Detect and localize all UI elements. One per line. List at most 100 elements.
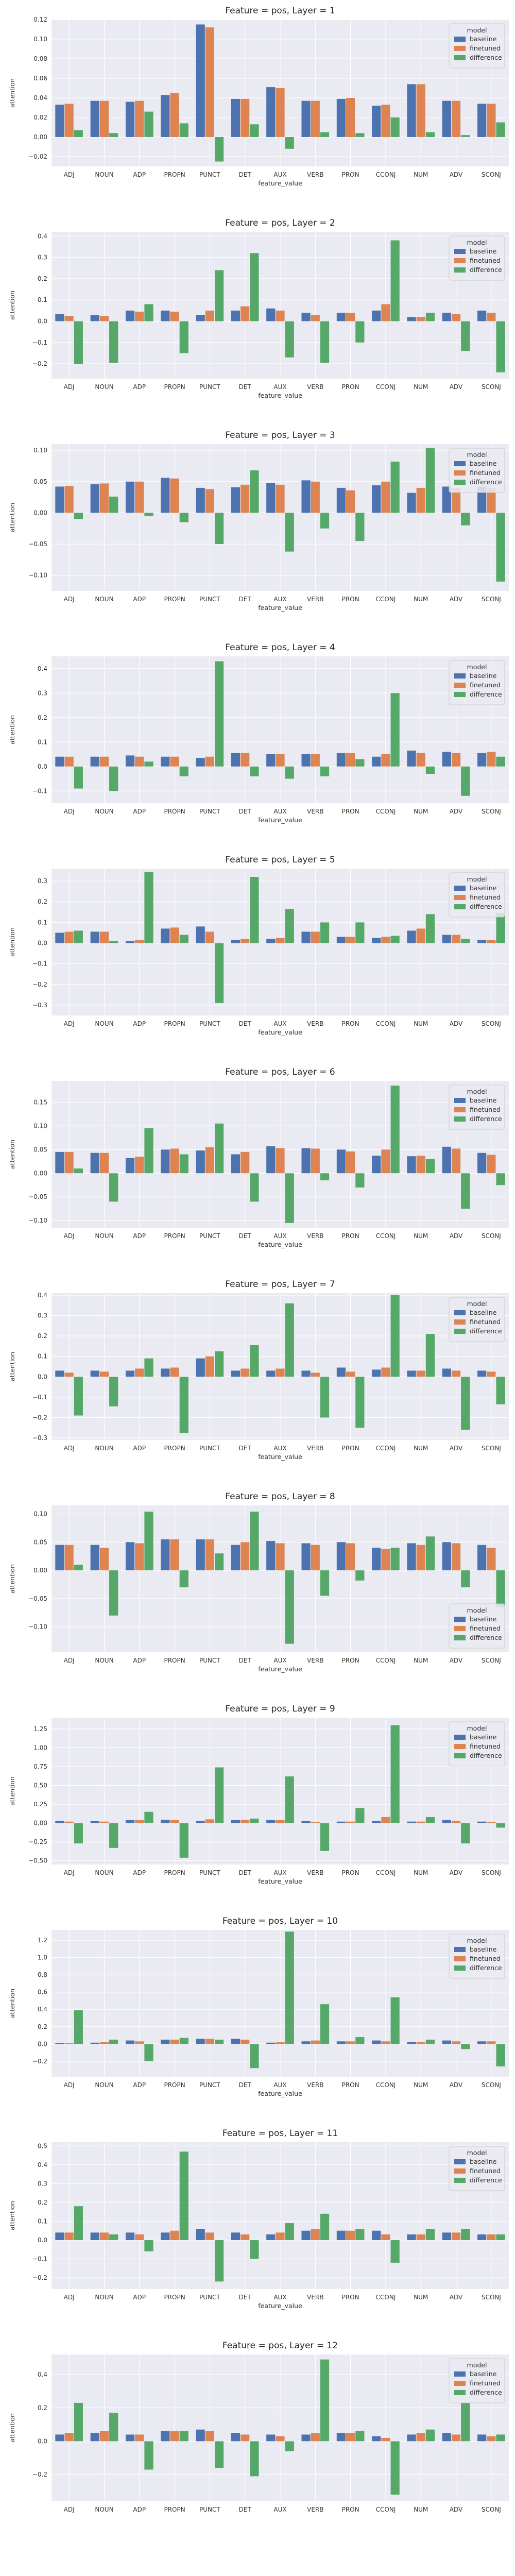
bar-difference-verb (320, 1377, 330, 1418)
bar-finetuned-adj (64, 104, 74, 137)
bar-baseline-det (231, 753, 241, 767)
bar-difference-adp (144, 872, 153, 943)
bar-baseline-num (407, 2434, 416, 2442)
bar-finetuned-sconj (487, 312, 496, 321)
bar-difference-punct (214, 2441, 224, 2468)
bar-baseline-adv (442, 312, 451, 321)
legend-swatch-difference (454, 1753, 466, 1758)
legend-entry-finetuned: finetuned (470, 1742, 501, 1750)
bar-baseline-aux (266, 2434, 276, 2442)
x-tick-label: NUM (414, 808, 428, 815)
bar-difference-cconj (390, 2441, 400, 2495)
x-axis-label: feature_value (258, 1241, 302, 1248)
bar-difference-cconj (390, 2240, 400, 2263)
x-tick-label: DET (239, 596, 252, 603)
bar-difference-adv (461, 321, 470, 351)
bar-finetuned-num (416, 1156, 425, 1174)
bar-baseline-propn (161, 2039, 170, 2044)
bar-baseline-pron (336, 312, 346, 321)
bar-baseline-verb (301, 100, 311, 137)
bar-finetuned-sconj (487, 940, 496, 943)
bar-finetuned-propn (170, 1820, 179, 1823)
bar-finetuned-det (241, 98, 250, 137)
legend-entry-difference: difference (470, 2176, 502, 2184)
bar-baseline-num (407, 2234, 416, 2240)
legend-title: model (467, 239, 487, 246)
bar-baseline-punct (196, 315, 205, 321)
legend-swatch-baseline (454, 461, 466, 466)
x-tick-label: ADP (133, 596, 146, 603)
bar-difference-verb (320, 132, 330, 137)
bar-baseline-verb (301, 1148, 311, 1174)
bar-baseline-det (231, 487, 241, 513)
x-tick-label: NUM (414, 1869, 428, 1876)
x-tick-label: ADP (133, 1232, 146, 1240)
y-tick-label: −0.1 (32, 339, 47, 346)
bar-baseline-aux (266, 1370, 276, 1377)
y-tick-label: −0.2 (32, 2274, 47, 2281)
legend-swatch-finetuned (454, 1956, 466, 1961)
x-tick-label: CCONJ (376, 1445, 396, 1452)
chart-panel-layer-10: Feature = pos, Layer = 10 −0.2 0.0 0.2 0.4 0.… (8, 1916, 509, 2097)
chart-title: Feature = pos, Layer = 4 (225, 642, 335, 653)
y-tick-label: 0.2 (38, 1332, 47, 1340)
bar-difference-adj (74, 930, 83, 943)
y-tick-label: −0.1 (32, 1394, 47, 1401)
legend-entry-finetuned: finetuned (470, 1318, 501, 1326)
x-tick-label: VERB (307, 808, 323, 815)
x-tick-label: SCONJ (482, 383, 501, 391)
bar-finetuned-pron (346, 2433, 355, 2442)
bar-difference-det (250, 1345, 259, 1377)
bar-baseline-punct (196, 1539, 205, 1571)
bar-finetuned-sconj (487, 2234, 496, 2240)
bar-baseline-sconj (477, 753, 487, 767)
bar-finetuned-pron (346, 1821, 355, 1823)
x-tick-label: NOUN (95, 171, 113, 178)
bar-baseline-propn (161, 478, 170, 513)
x-tick-label: NOUN (95, 1657, 113, 1664)
bar-finetuned-aux (276, 2042, 285, 2044)
bar-baseline-adv (442, 2433, 451, 2442)
bar-finetuned-cconj (381, 1549, 390, 1571)
x-tick-label: NOUN (95, 2294, 113, 2301)
bar-difference-aux (285, 1303, 294, 1377)
y-tick-label: 0.1 (38, 919, 47, 926)
legend-swatch-finetuned (454, 1626, 466, 1631)
x-tick-label: PUNCT (199, 1445, 220, 1452)
x-tick-label: SCONJ (482, 1869, 501, 1876)
bar-baseline-det (231, 1370, 241, 1377)
legend-title: model (467, 1937, 487, 1944)
legend-entry-difference: difference (470, 690, 502, 698)
bar-finetuned-adp (135, 100, 144, 137)
bar-baseline-adv (442, 2040, 451, 2044)
bar-difference-propn (179, 513, 188, 522)
bar-baseline-num (407, 1543, 416, 1571)
bar-finetuned-cconj (381, 1149, 390, 1174)
bar-difference-noun (109, 1823, 118, 1848)
bar-difference-aux (285, 766, 294, 779)
bar-finetuned-adj (64, 1151, 74, 1174)
bar-baseline-pron (336, 98, 346, 137)
bar-difference-cconj (390, 693, 400, 767)
bar-finetuned-adv (451, 2434, 461, 2442)
bar-baseline-verb (301, 480, 311, 513)
x-tick-label: DET (239, 1020, 252, 1027)
bar-difference-adp (144, 1128, 153, 1174)
bar-finetuned-propn (170, 2230, 179, 2240)
legend-swatch-finetuned (454, 895, 466, 900)
bar-finetuned-adv (451, 487, 461, 513)
bar-baseline-sconj (477, 1545, 487, 1571)
x-tick-label: NUM (414, 1232, 428, 1240)
bar-difference-noun (109, 2039, 118, 2044)
bar-finetuned-verb (311, 2040, 320, 2044)
legend-swatch-finetuned (454, 683, 466, 688)
bar-finetuned-verb (311, 481, 320, 513)
x-tick-label: DET (239, 808, 252, 815)
x-tick-label: SCONJ (482, 596, 501, 603)
y-tick-label: 0.0 (38, 2437, 47, 2445)
bar-baseline-punct (196, 2429, 205, 2442)
bar-baseline-adp (125, 101, 135, 137)
legend-swatch-difference (454, 267, 466, 273)
x-tick-label: PRON (342, 2506, 359, 2513)
bar-baseline-verb (301, 1543, 311, 1571)
